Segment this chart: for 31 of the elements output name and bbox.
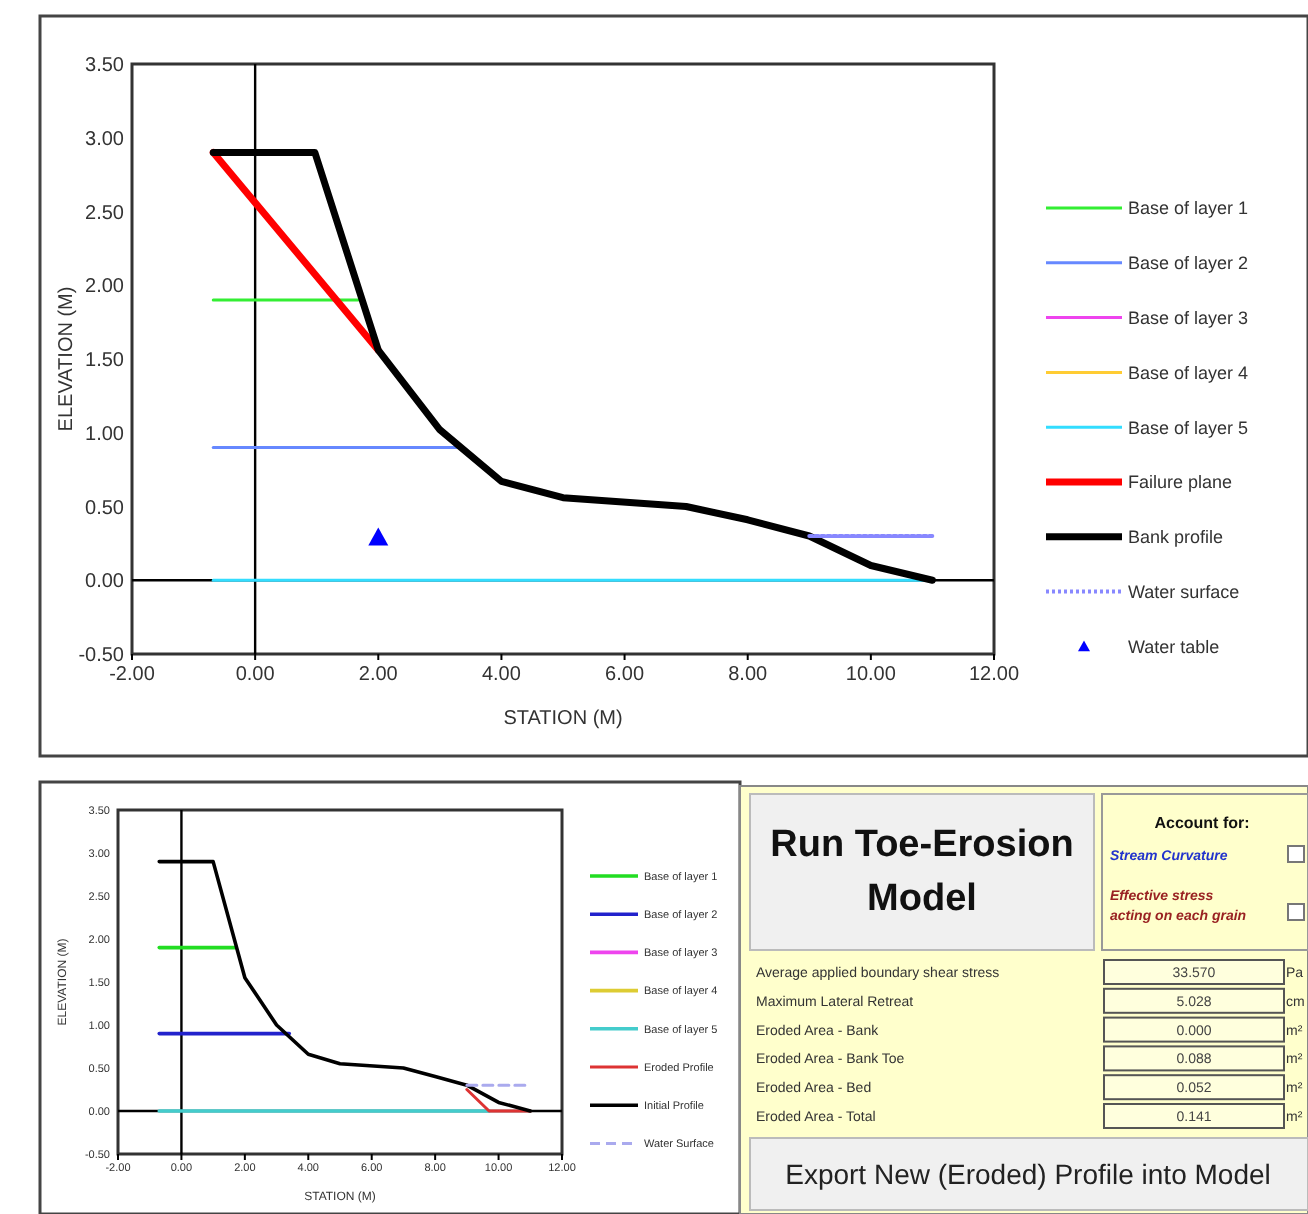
legend-label: Base of layer 3 [1128,307,1249,328]
x-tick-label: 10.00 [845,664,897,686]
legend-label: Base of layer 5 [1128,417,1249,438]
y-tick-label: 2.00 [85,276,125,299]
x-tick-label: 8.00 [728,664,769,686]
x-tick-label: 4.00 [481,664,522,686]
x-tick-label: 12.00 [968,664,1020,686]
x-tick-label: 2.00 [358,664,399,686]
y-tick-label: 0.00 [85,571,125,594]
y-tick-label: 3.00 [85,128,125,151]
x-tick-label: 0.00 [235,664,276,686]
x-tick-label: -2.00 [109,664,156,686]
text: Run Toe-Erosion Model [770,824,1074,920]
text: Export New (Eroded) Profile into Model [785,1158,1271,1190]
y-axis-title: ELEVATION (M) [56,286,78,432]
y-tick-label: 0.50 [85,497,125,520]
legend-label: Bank profile [1128,527,1224,548]
y-tick-label: -0.50 [78,645,125,667]
legend-label: Base of layer 1 [1128,198,1249,219]
y-tick-label: 3.50 [85,55,125,77]
x-axis-title: STATION (M) [503,708,623,730]
legend-label: Base of layer 2 [1128,253,1249,274]
legend-label: Base of layer 4 [1128,362,1249,383]
text: Account for: [1154,814,1250,832]
legend-label: Water table [1128,636,1220,657]
y-tick-label: 2.50 [85,202,125,225]
y-tick-label: 1.50 [85,350,125,372]
legend-label: Failure plane [1128,472,1233,493]
legend-label: Water surface [1128,581,1240,602]
y-tick-label: 1.00 [85,423,125,446]
x-tick-label: 6.00 [605,664,645,686]
